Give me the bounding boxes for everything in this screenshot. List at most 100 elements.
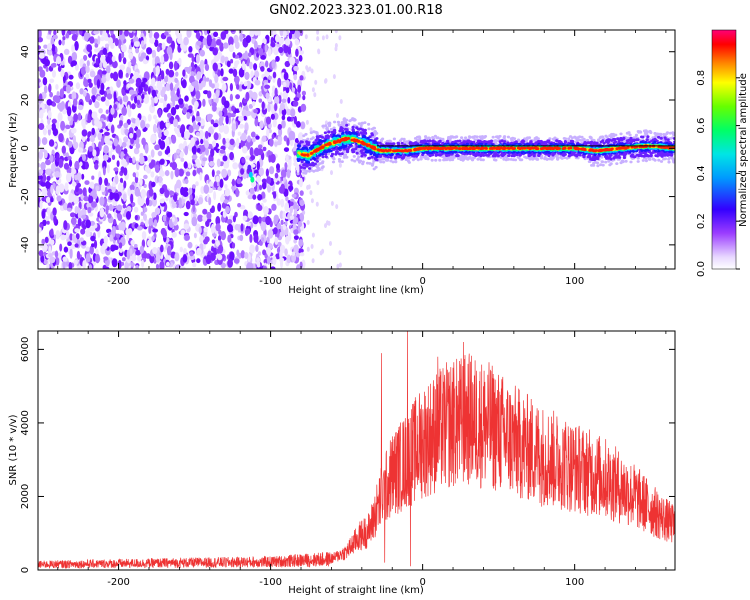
heatmap-cell xyxy=(91,175,95,180)
heatmap-cell xyxy=(629,160,633,164)
heatmap-cell xyxy=(119,98,123,105)
heatmap-cell xyxy=(203,184,210,194)
heatmap-cell xyxy=(213,132,219,141)
heatmap-cell xyxy=(616,154,621,158)
heatmap-cell xyxy=(121,106,127,116)
heatmap-cell xyxy=(119,114,124,122)
heatmap-cell xyxy=(284,162,288,169)
heatmap-cell xyxy=(70,193,75,202)
heatmap-cell xyxy=(175,104,180,110)
heatmap-cell xyxy=(329,127,333,131)
heatmap-cell xyxy=(641,159,645,162)
heatmap-cell xyxy=(254,118,259,127)
heatmap-cell xyxy=(144,165,151,173)
heatmap-cell xyxy=(310,244,314,249)
heatmap-cell xyxy=(179,246,183,253)
heatmap-cell xyxy=(306,185,310,190)
heatmap-cell xyxy=(100,136,105,146)
heatmap-cell xyxy=(315,201,319,207)
heatmap-cell xyxy=(38,30,42,39)
heatmap-cell xyxy=(266,176,272,184)
heatmap-cell xyxy=(654,154,658,158)
heatmap-cell xyxy=(38,137,41,147)
heatmap-cell xyxy=(98,108,103,114)
heatmap-cell xyxy=(65,172,72,183)
heatmap-cell xyxy=(164,170,170,177)
heatmap-cell xyxy=(202,243,206,250)
heatmap-cell xyxy=(294,38,300,46)
heatmap-cell xyxy=(174,167,180,178)
heatmap-cell xyxy=(299,190,304,196)
heatmap-cell xyxy=(244,161,249,167)
heatmap-cell xyxy=(285,154,289,162)
heatmap-cell xyxy=(113,103,118,110)
heatmap-cell xyxy=(81,173,85,180)
heatmap-cell xyxy=(520,158,524,162)
heatmap-cell xyxy=(250,163,256,168)
heatmap-cell xyxy=(590,164,594,167)
heatmap-cell xyxy=(236,249,240,257)
heatmap-cell xyxy=(152,228,159,233)
heatmap-cell xyxy=(407,161,411,164)
heatmap-cell xyxy=(132,172,136,178)
heatmap-cell xyxy=(42,173,47,183)
heatmap-cell xyxy=(60,234,66,241)
heatmap-cell xyxy=(212,47,218,56)
heatmap-cell xyxy=(89,181,95,189)
heatmap-cell xyxy=(101,70,107,75)
heatmap-cell xyxy=(169,82,174,91)
heatmap-cell xyxy=(127,187,131,197)
heatmap-cell xyxy=(54,95,61,104)
heatmap-cell xyxy=(274,236,279,245)
heatmap-cell xyxy=(149,37,156,44)
heatmap-cell xyxy=(83,78,89,87)
heatmap-cell xyxy=(92,192,98,200)
heatmap-cell xyxy=(53,54,57,63)
heatmap-cell xyxy=(588,135,592,139)
heatmap-cell xyxy=(176,149,180,154)
heatmap-cell xyxy=(596,164,600,168)
heatmap-cell xyxy=(264,84,271,90)
heatmap-cell xyxy=(122,57,127,65)
heatmap-cell xyxy=(41,210,46,219)
heatmap-cell xyxy=(39,109,44,119)
heatmap-cell xyxy=(66,106,72,117)
heatmap-cell xyxy=(76,207,81,214)
heatmap-cell xyxy=(206,34,212,44)
heatmap-cell xyxy=(71,168,77,175)
heatmap-cell xyxy=(262,182,267,190)
heatmap-cell xyxy=(299,75,304,81)
heatmap-cell xyxy=(55,230,61,240)
heatmap-cell xyxy=(141,93,145,100)
heatmap-cell xyxy=(116,204,123,211)
heatmap-cell xyxy=(636,160,640,163)
heatmap-cell xyxy=(398,139,403,143)
heatmap-cell xyxy=(71,51,78,62)
heatmap-cell xyxy=(231,242,236,249)
heatmap-cell xyxy=(111,258,118,268)
heatmap-cell xyxy=(292,201,298,209)
heatmap-cell xyxy=(57,112,63,122)
heatmap-cell xyxy=(74,228,80,233)
heatmap-cell xyxy=(159,187,165,195)
heatmap-cell xyxy=(294,30,301,39)
heatmap-cell xyxy=(191,184,196,189)
heatmap-cell xyxy=(276,198,281,206)
heatmap-cell xyxy=(55,84,59,90)
heatmap-cell xyxy=(653,158,657,162)
heatmap-cell xyxy=(70,30,76,35)
heatmap-cell xyxy=(370,132,374,136)
heatmap-cell xyxy=(40,161,46,171)
heatmap-cell xyxy=(199,118,205,127)
heatmap-cell xyxy=(153,123,157,134)
heatmap-cell xyxy=(105,99,110,107)
heatmap-cell xyxy=(67,141,73,148)
heatmap-cell xyxy=(86,137,90,142)
heatmap-cell xyxy=(148,188,154,197)
heatmap-cell xyxy=(143,174,148,180)
heatmap-cell xyxy=(63,48,70,56)
heatmap-cell xyxy=(127,61,132,68)
heatmap-cell xyxy=(189,251,194,257)
heatmap-cell xyxy=(199,235,204,244)
heatmap-cell xyxy=(657,132,661,136)
